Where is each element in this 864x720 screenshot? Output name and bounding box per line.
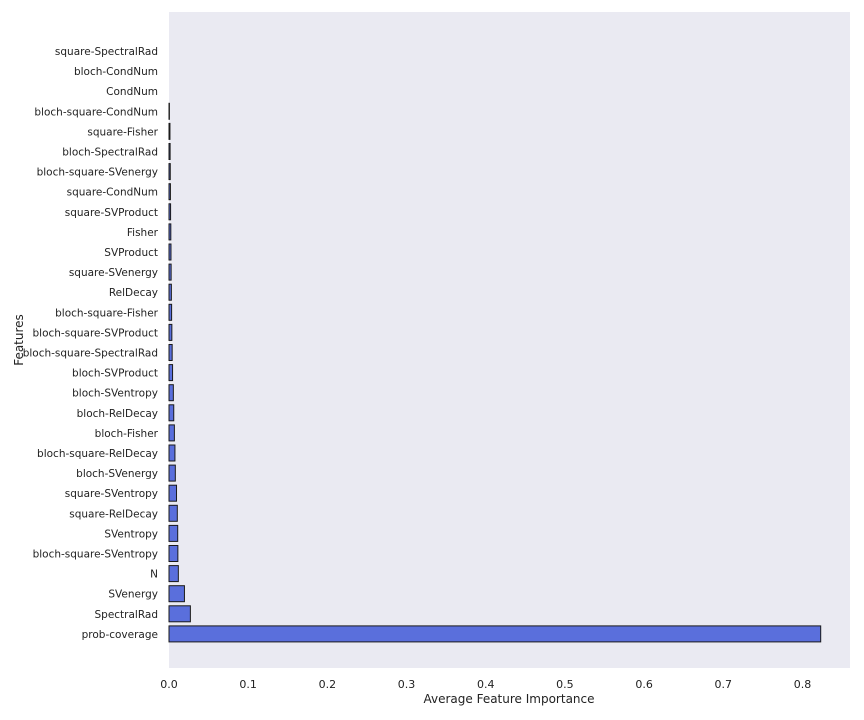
bar-prob-coverage — [168, 625, 822, 643]
bar-bloch-square-SpectralRad — [168, 344, 173, 361]
bar-bloch-square-Fisher — [168, 303, 173, 321]
category-label: bloch-square-CondNum — [34, 106, 158, 118]
bar-SVentropy — [168, 524, 179, 542]
bar-SpectralRad — [168, 605, 191, 623]
category-label: bloch-SVenergy — [76, 468, 158, 480]
category-label: RelDecay — [109, 287, 158, 299]
bar-bloch-square-RelDecay — [168, 444, 176, 462]
bar-bloch-square-SVProduct — [168, 323, 173, 341]
y-axis-title: Features — [12, 314, 26, 366]
category-label: bloch-square-SpectralRad — [23, 348, 158, 360]
x-tick-label: 0.1 — [239, 678, 257, 691]
bar-square-SVProduct — [168, 203, 172, 221]
bars-group — [168, 102, 822, 643]
bar-bloch-SpectralRad — [168, 143, 171, 160]
category-label: square-CondNum — [67, 187, 158, 199]
category-label: bloch-SVentropy — [72, 388, 158, 400]
bar-bloch-SVProduct — [168, 364, 174, 382]
bar-bloch-square-SVentropy — [168, 545, 179, 562]
x-tick-label: 0.2 — [319, 678, 337, 691]
bar-square-SVentropy — [168, 484, 178, 502]
category-label: square-SpectralRad — [55, 46, 158, 58]
category-label: bloch-square-SVentropy — [33, 549, 158, 561]
category-label: CondNum — [106, 86, 158, 98]
bar-SVProduct — [168, 243, 172, 261]
category-label: bloch-square-SVenergy — [37, 167, 158, 179]
category-labels: square-SpectralRad bloch-CondNum CondNum bl… — [23, 46, 159, 641]
x-tick-label: 0.8 — [794, 678, 812, 691]
category-label: bloch-square-RelDecay — [37, 448, 158, 460]
category-label: prob-coverage — [82, 629, 158, 641]
category-label: bloch-SpectralRad — [62, 147, 158, 159]
category-label: square-SVProduct — [65, 207, 158, 219]
category-label: square-Fisher — [87, 126, 158, 138]
category-label: bloch-square-SVProduct — [33, 327, 159, 339]
category-label: square-RelDecay — [69, 508, 158, 520]
bar-square-SVenergy — [168, 263, 172, 281]
category-label: bloch-SVProduct — [72, 368, 158, 380]
category-label: square-SVentropy — [65, 488, 158, 500]
bar-RelDecay — [168, 283, 172, 301]
category-label: SpectralRad — [94, 609, 158, 621]
bar-Fisher — [168, 223, 172, 241]
category-label: bloch-CondNum — [74, 66, 158, 78]
category-label: square-SVenergy — [69, 267, 158, 279]
bar-SVenergy — [168, 585, 185, 603]
x-tick-label: 0.3 — [398, 678, 416, 691]
category-label: N — [150, 569, 158, 581]
category-label: bloch-RelDecay — [77, 408, 158, 420]
x-tick-label: 0.4 — [477, 678, 495, 691]
x-tick-label: 0.6 — [635, 678, 653, 691]
bar-N — [168, 565, 179, 583]
bar-bloch-SVentropy — [168, 384, 174, 402]
plot-background — [169, 12, 850, 668]
category-label: SVProduct — [104, 247, 158, 259]
bar-square-Fisher — [168, 122, 171, 140]
x-tick-labels: 0.0 0.1 0.2 0.3 0.4 0.5 0.6 0.7 0.8 — [160, 678, 811, 691]
bar-bloch-Fisher — [168, 424, 175, 442]
x-tick-label: 0.7 — [715, 678, 733, 691]
x-tick-label: 0.0 — [160, 678, 178, 691]
bar-bloch-RelDecay — [168, 404, 175, 422]
bar-bloch-SVenergy — [168, 464, 176, 482]
bar-bloch-square-SVenergy — [168, 163, 171, 181]
x-tick-label: 0.5 — [556, 678, 574, 691]
category-label: Fisher — [127, 227, 159, 239]
category-label: bloch-Fisher — [95, 428, 159, 440]
category-label: SVenergy — [108, 589, 158, 601]
category-label: SVentropy — [104, 528, 158, 540]
x-axis-title: Average Feature Importance — [423, 692, 594, 706]
category-label: bloch-square-Fisher — [55, 307, 159, 319]
bar-square-CondNum — [168, 183, 171, 201]
bar-square-RelDecay — [168, 504, 178, 522]
